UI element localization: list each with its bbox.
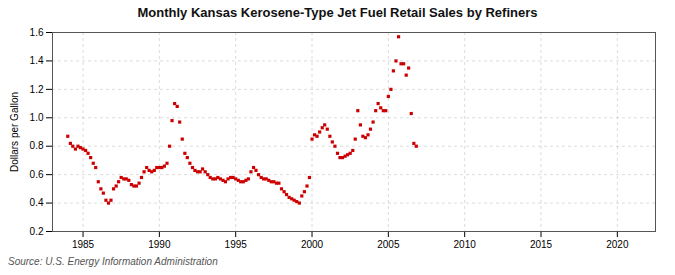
svg-text:2005: 2005 xyxy=(377,239,400,250)
svg-text:Dollars per Gallon: Dollars per Gallon xyxy=(9,92,20,172)
svg-text:2010: 2010 xyxy=(454,239,477,250)
html-text:Source: U.S. Energy Informatio: Source: U.S. Energy Information Administ… xyxy=(8,256,218,267)
svg-text:0.2: 0.2 xyxy=(30,226,44,237)
svg-text:0.6: 0.6 xyxy=(30,169,44,180)
html-text:Monthly Kansas Kerosene-Type J: Monthly Kansas Kerosene-Type Jet Fuel Re… xyxy=(137,5,538,20)
svg-text:2000: 2000 xyxy=(301,239,324,250)
svg-text:1.4: 1.4 xyxy=(30,55,44,66)
svg-text:0.4: 0.4 xyxy=(30,197,44,208)
svg-text:1995: 1995 xyxy=(225,239,248,250)
svg-text:2015: 2015 xyxy=(530,239,553,250)
svg-text:1.6: 1.6 xyxy=(30,27,44,38)
svg-text:0.8: 0.8 xyxy=(30,140,44,151)
svg-text:1.2: 1.2 xyxy=(30,84,44,95)
svg-text:1985: 1985 xyxy=(72,239,95,250)
svg-text:1990: 1990 xyxy=(148,239,171,250)
svg-text:1.0: 1.0 xyxy=(30,112,44,123)
svg-text:2020: 2020 xyxy=(606,239,629,250)
